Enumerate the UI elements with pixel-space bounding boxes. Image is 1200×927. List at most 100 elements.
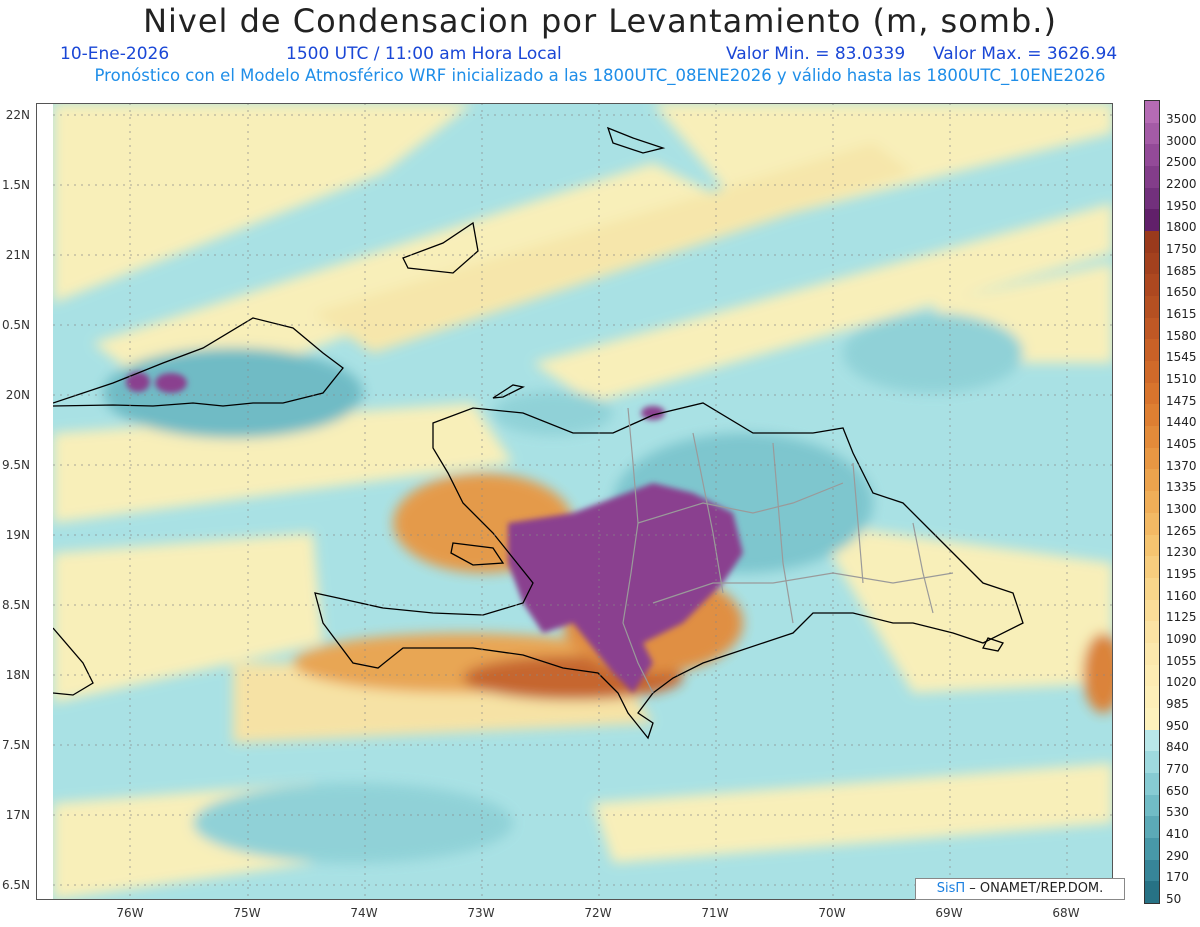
lat-label: 19N (5, 528, 30, 542)
lon-label: 75W (233, 906, 261, 920)
lat-label: 9.5N (1, 458, 30, 472)
colorbar-label: 1950 (1166, 198, 1197, 213)
colorbar-swatch (1145, 274, 1159, 297)
colorbar-swatch (1145, 166, 1159, 189)
colorbar-swatch (1145, 491, 1159, 514)
lat-label: 8.5N (1, 598, 30, 612)
lon-label: 73W (467, 906, 495, 920)
colorbar-label: 1125 (1166, 610, 1197, 625)
colorbar-label: 1475 (1166, 393, 1197, 408)
lat-label: 17N (5, 808, 30, 822)
lcl-map (53, 103, 1113, 900)
colorbar-swatch (1145, 382, 1159, 405)
lon-label: 76W (116, 906, 144, 920)
colorbar-swatch (1145, 621, 1159, 644)
colorbar-swatch (1145, 642, 1159, 666)
forecast-date: 10-Ene-2026 (60, 44, 170, 64)
lon-label: 70W (818, 906, 846, 920)
colorbar-swatch (1145, 426, 1159, 449)
lat-label: 18N (5, 668, 30, 682)
colorbar-swatch (1145, 534, 1159, 557)
lat-label: 22N (5, 108, 30, 122)
colorbar-label: 1580 (1166, 328, 1197, 343)
colorbar-swatch (1145, 772, 1159, 796)
coastline-inagua (402, 221, 479, 274)
coastline-gonave (450, 542, 505, 566)
colorbar-label: 1090 (1166, 632, 1197, 647)
colorbar-label: 1615 (1166, 306, 1197, 321)
min-value: Valor Min. = 83.0339 (726, 44, 906, 64)
coastline-caicos (606, 126, 666, 154)
colorbar-swatch (1145, 231, 1159, 254)
colorbar-label: 290 (1166, 848, 1189, 863)
lat-label: 21N (5, 248, 30, 262)
colorbar-label: 1020 (1166, 675, 1197, 690)
colorbar-swatch (1145, 447, 1159, 470)
colorbar-swatch (1145, 317, 1159, 340)
coastline-tortuga (492, 384, 525, 399)
colorbar-label: 1440 (1166, 415, 1197, 430)
colorbar-swatch (1145, 296, 1159, 319)
forecast-time: 1500 UTC / 11:00 am Hora Local (286, 44, 562, 64)
colorbar-label: 1510 (1166, 371, 1197, 386)
colorbar-label: 1370 (1166, 458, 1197, 473)
colorbar-swatch (1145, 794, 1159, 817)
colorbar-label: 1265 (1166, 523, 1197, 538)
model-description: Pronóstico con el Modelo Atmosférico WRF… (94, 66, 1106, 85)
colorbar-label: 1195 (1166, 567, 1197, 582)
colorbar-swatch (1145, 209, 1159, 232)
colorbar-swatch (1145, 837, 1159, 861)
colorbar-swatch (1145, 469, 1159, 492)
colorbar-label: 530 (1166, 805, 1189, 820)
colorbar-label: 1230 (1166, 545, 1197, 560)
lat-label: 1.5N (1, 178, 30, 192)
colorbar-swatch (1145, 881, 1159, 904)
colorbar-label: 1335 (1166, 480, 1197, 495)
colorbar-label: 50 (1166, 892, 1182, 907)
colorbar-swatch (1145, 664, 1159, 687)
coastline-cuba (53, 317, 344, 407)
colorbar-swatch (1145, 751, 1159, 774)
colorbar-label: 840 (1166, 740, 1189, 755)
lon-label: 69W (935, 906, 963, 920)
colorbar-label: 650 (1166, 783, 1189, 798)
credit-badge: SisΠ – ONAMET/REP.DOM. (915, 878, 1125, 900)
colorbar-swatch (1145, 404, 1159, 427)
max-value: Valor Max. = 3626.94 (933, 44, 1118, 64)
colorbar-label: 3500 (1166, 111, 1197, 126)
colorbar-label: 1800 (1166, 220, 1197, 235)
colorbar-label: 170 (1166, 870, 1189, 885)
lon-label: 68W (1052, 906, 1080, 920)
colorbar-swatch (1145, 144, 1159, 167)
colorbar-swatch (1145, 512, 1159, 535)
colorbar-label: 1160 (1166, 588, 1197, 603)
lon-label: 72W (584, 906, 612, 920)
colorbar-label: 1545 (1166, 350, 1197, 365)
coastline-hispaniola (314, 402, 1024, 740)
colorbar-swatch (1145, 556, 1159, 579)
colorbar-label: 950 (1166, 718, 1189, 733)
colorbar-label: 1650 (1166, 285, 1197, 300)
colorbar-label: 2200 (1166, 176, 1197, 191)
colorbar (1144, 100, 1160, 904)
credit-text: – ONAMET/REP.DOM. (969, 881, 1104, 896)
lon-label: 74W (350, 906, 378, 920)
coastline-saona (982, 637, 1004, 652)
lon-label: 71W (701, 906, 729, 920)
colorbar-label: 1300 (1166, 502, 1197, 516)
colorbar-swatch (1145, 339, 1159, 362)
colorbar-label: 1685 (1166, 263, 1197, 278)
colorbar-label: 2500 (1166, 155, 1197, 170)
colorbar-swatch (1145, 101, 1159, 124)
colorbar-swatch (1145, 187, 1159, 210)
colorbar-swatch (1145, 686, 1159, 709)
credit-brand: SisΠ (936, 881, 966, 896)
colorbar-swatch (1145, 816, 1159, 839)
colorbar-label: 3000 (1166, 133, 1197, 148)
colorbar-label: 985 (1166, 697, 1189, 712)
colorbar-label: 1750 (1166, 241, 1197, 256)
lat-label: 6.5N (1, 878, 30, 892)
colorbar-label: 1405 (1166, 436, 1197, 451)
chart-title: Nivel de Condensacion por Levantamiento … (143, 2, 1057, 40)
colorbar-label: 410 (1166, 827, 1189, 842)
